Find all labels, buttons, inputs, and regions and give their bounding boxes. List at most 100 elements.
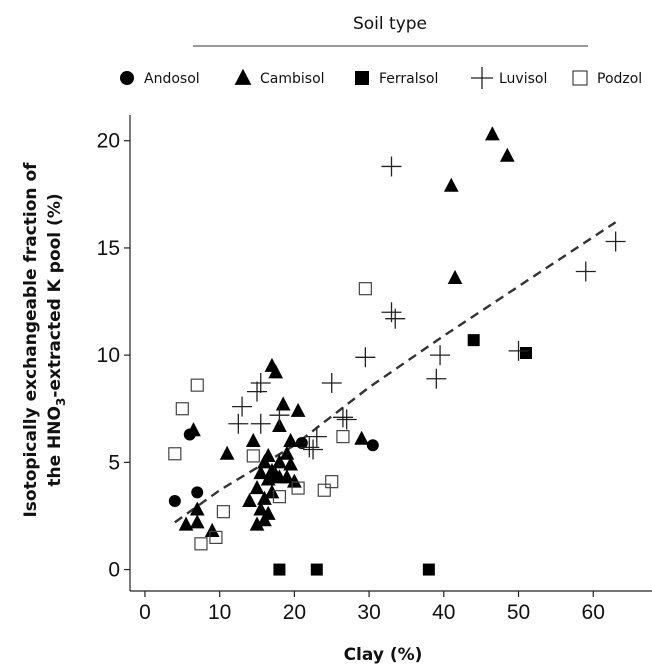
trendline-path <box>174 221 617 524</box>
ferralsol-point-1 <box>310 563 323 576</box>
podzol-point-7 <box>272 490 287 504</box>
cambisol-point-26 <box>275 396 291 411</box>
podzol-point-10 <box>325 475 339 489</box>
cambisol-point-16 <box>260 471 276 486</box>
luvisol-point-4 <box>250 413 271 434</box>
cambisol-point-33 <box>354 430 369 445</box>
cambisol-point-19 <box>264 484 280 499</box>
y-axis-title-line1: Isotopically exchangeable fraction of <box>21 162 41 518</box>
y-tick-label-0: 0 <box>108 559 120 582</box>
luvisol-point-12 <box>355 347 376 368</box>
legend-entries: Andosol Cambisol Ferralsol Luvisol Podzol <box>120 67 642 89</box>
x-tick-label-0: 0 <box>139 601 151 624</box>
ferralsol-point-2 <box>422 563 435 576</box>
x-tick-label-30: 30 <box>357 601 380 624</box>
cambisol-point-5 <box>219 445 235 460</box>
luvisol-point-18 <box>508 340 529 361</box>
legend-marker-luvisol <box>471 67 493 89</box>
luvisol-point-20 <box>605 231 626 252</box>
x-tick-label-40: 40 <box>432 601 455 624</box>
legend: Soil type Andosol Cambisol Ferralsol Luviso… <box>120 14 642 89</box>
x-tick-label-10: 10 <box>208 601 231 624</box>
luvisol-point-16 <box>426 368 447 389</box>
legend-label-andosol: Andosol <box>144 71 200 87</box>
cambisol-point-10 <box>253 465 269 480</box>
cambisol-point-36 <box>485 126 500 141</box>
y-axis-title-line2: the HNO3-extracted K pool (%) <box>45 193 68 486</box>
series-cambisol <box>178 126 515 538</box>
x-tick-label-60: 60 <box>582 601 605 624</box>
andosol-point-3 <box>295 437 308 450</box>
luvisol-point-11 <box>336 409 357 430</box>
luvisol-point-19 <box>575 261 596 282</box>
luvisol-point-6 <box>299 437 320 458</box>
podzol-point-3 <box>194 537 208 551</box>
x-axis-ticks: 0 10 20 30 40 50 60 <box>139 591 605 624</box>
podzol-point-2 <box>190 378 204 392</box>
luvisol-point-2 <box>247 381 268 402</box>
x-tick-label-20: 20 <box>283 601 306 624</box>
axes: 0 10 20 30 40 50 60 0 5 10 15 20 <box>97 115 652 624</box>
legend-label-ferralsol: Ferralsol <box>379 71 438 87</box>
cambisol-point-12 <box>257 490 272 505</box>
luvisol-point-9 <box>321 373 342 394</box>
cambisol-point-2 <box>189 501 205 516</box>
ferralsol-point-4 <box>519 347 532 359</box>
y-tick-label-5: 5 <box>108 451 120 474</box>
legend-entry-ferralsol: Ferralsol <box>355 71 438 87</box>
x-tick-label-50: 50 <box>507 601 530 624</box>
y-axis-ticks: 0 5 10 15 20 <box>97 130 130 582</box>
andosol-point-2 <box>191 486 204 499</box>
series-andosol <box>168 428 379 507</box>
legend-entry-andosol: Andosol <box>120 71 200 87</box>
luvisol-point-15 <box>385 308 406 329</box>
andosol-point-4 <box>366 439 379 452</box>
series-podzol <box>168 282 372 551</box>
cambisol-point-27 <box>279 445 295 460</box>
podzol-point-4 <box>209 530 223 544</box>
cambisol-point-11 <box>253 501 269 516</box>
podzol-point-5 <box>216 505 230 519</box>
cambisol-point-31 <box>287 473 302 488</box>
podzol-point-6 <box>246 449 260 463</box>
luvisol-point-0 <box>228 413 249 434</box>
luvisol-point-3 <box>250 373 271 394</box>
andosol-point-0 <box>168 494 181 507</box>
data-points <box>168 126 626 576</box>
luvisol-point-1 <box>232 396 253 417</box>
podzol-point-1 <box>175 402 189 416</box>
x-axis-title: Clay (%) <box>344 645 423 665</box>
y-tick-label-10: 10 <box>97 344 120 367</box>
ferralsol-point-0 <box>273 563 286 576</box>
legend-marker-andosol <box>120 71 134 85</box>
cambisol-point-30 <box>283 456 298 471</box>
luvisol-point-13 <box>381 156 402 177</box>
luvisol-point-8 <box>306 426 327 447</box>
podzol-point-12 <box>358 282 372 296</box>
podzol-point-11 <box>336 430 350 444</box>
cambisol-point-37 <box>499 147 515 162</box>
series-luvisol <box>228 156 626 460</box>
y-axis-title: Isotopically exchangeable fraction of th… <box>21 162 68 518</box>
legend-entry-cambisol: Cambisol <box>234 68 325 87</box>
legend-label-cambisol: Cambisol <box>260 71 325 87</box>
cambisol-point-15 <box>260 447 276 462</box>
cambisol-point-22 <box>268 364 284 379</box>
podzol-point-8 <box>291 481 305 495</box>
podzol-point-9 <box>317 483 331 497</box>
luvisol-point-7 <box>303 439 324 460</box>
cambisol-point-0 <box>178 516 194 531</box>
cambisol-point-1 <box>186 422 201 437</box>
cambisol-point-17 <box>260 505 276 520</box>
cambisol-point-23 <box>272 454 287 469</box>
series-ferralsol <box>273 334 532 576</box>
ferralsol-point-3 <box>467 334 480 347</box>
cambisol-point-34 <box>443 177 459 192</box>
legend-label-podzol: Podzol <box>597 71 642 87</box>
cambisol-point-7 <box>245 432 261 447</box>
legend-entry-podzol: Podzol <box>572 70 642 87</box>
y-tick-label-20: 20 <box>97 130 120 153</box>
cambisol-point-29 <box>283 432 298 447</box>
luvisol-point-10 <box>332 407 353 428</box>
legend-label-luvisol: Luvisol <box>499 71 547 87</box>
